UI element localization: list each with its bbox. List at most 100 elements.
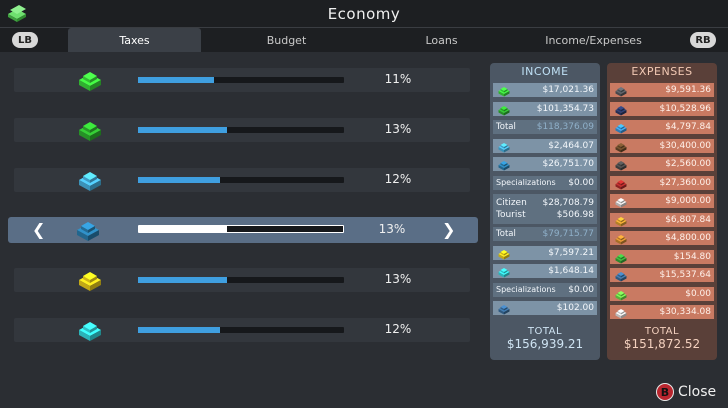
income-row: $17,021.36 — [493, 83, 597, 97]
tax-row[interactable]: 13% — [14, 268, 470, 292]
income-row-value: $118,376.09 — [536, 122, 594, 132]
tab-taxes[interactable]: Taxes — [68, 28, 201, 52]
tax-rate-value: 12% — [384, 322, 412, 336]
tax-rate-fill — [139, 226, 228, 232]
residential-high-icon-graphic — [498, 105, 510, 115]
commercial-low-icon-graphic — [498, 142, 510, 152]
income-row-value: $0.00 — [568, 177, 594, 188]
income-row: $26,751.70 — [493, 157, 597, 171]
office-icon — [76, 316, 104, 344]
tab-income-expenses[interactable]: Income/Expenses — [545, 33, 642, 47]
industrial-icon — [76, 266, 104, 294]
income-row-value: $0.00 — [568, 284, 594, 295]
income-row: $102.00 — [493, 301, 597, 315]
income-row-value: $17,021.36 — [542, 85, 594, 95]
money-icon — [8, 5, 26, 22]
income-row: Total $79,715.77 — [493, 227, 597, 241]
roads-icon — [614, 84, 628, 97]
income-row: Total $118,376.09 — [493, 120, 597, 134]
tab-budget[interactable]: Budget — [266, 33, 307, 47]
expenses-row: $4,797.84 — [610, 120, 714, 134]
income-value1: $28,708.79 — [542, 198, 594, 208]
income-row: $2,464.07 — [493, 138, 597, 153]
tax-rate-value: 11% — [384, 72, 412, 86]
office-icon-graphic — [498, 268, 510, 278]
residential-high-icon-graphic — [79, 122, 101, 141]
tax-rate-slider[interactable] — [138, 127, 344, 133]
expenses-row-value: $27,360.00 — [659, 177, 711, 188]
income-row: Specializations $0.00 — [493, 175, 597, 190]
increase-arrow-icon[interactable]: ❯ — [442, 220, 456, 239]
commercial-low-icon-graphic — [79, 172, 101, 191]
industrial-icon-graphic — [498, 249, 510, 259]
expenses-row-value: $154.80 — [673, 251, 711, 262]
close-button[interactable]: B Close — [656, 382, 716, 402]
public-transport-icon-graphic — [615, 272, 627, 282]
policies-icon-graphic — [615, 309, 627, 319]
income-row: $101,354.73 — [493, 101, 597, 116]
income-total-label: TOTAL — [527, 326, 563, 337]
lb-shoulder-button[interactable]: LB — [12, 32, 38, 48]
fire-icon — [614, 177, 628, 189]
tab-loans[interactable]: Loans — [425, 33, 458, 47]
expenses-row: $9,591.36 — [610, 83, 714, 97]
expenses-row-value: $30,334.08 — [659, 307, 711, 317]
industrial-icon — [497, 247, 511, 259]
income-row-value: $7,597.21 — [548, 247, 594, 258]
expenses-row-value: $9,000.00 — [665, 196, 711, 206]
office-icon-graphic — [79, 322, 101, 341]
income-row-value: $26,751.70 — [542, 159, 594, 169]
commercial-low-icon — [76, 166, 104, 194]
police-icon-graphic — [615, 216, 627, 226]
tax-rate-slider[interactable] — [138, 177, 344, 183]
decrease-arrow-icon[interactable]: ❮ — [32, 220, 46, 239]
income-total-value: $156,939.21 — [506, 337, 584, 351]
tax-row[interactable]: 12% — [14, 318, 470, 342]
tax-rate-fill — [138, 127, 228, 133]
tax-rate-value: 13% — [384, 272, 412, 286]
roads-icon-graphic — [615, 87, 627, 97]
healthcare-icon — [614, 158, 628, 171]
expenses-row: $27,360.00 — [610, 175, 714, 190]
garbage-icon — [614, 140, 628, 152]
income-value2: $506.98 — [556, 210, 594, 220]
b-button-icon: B — [656, 383, 674, 401]
tax-row[interactable]: 13% ❮ ❯ — [8, 217, 478, 243]
income-row-value: $101,354.73 — [536, 103, 594, 114]
residential-low-icon — [76, 66, 104, 94]
expenses-row: $154.80 — [610, 249, 714, 264]
income-row-value: $79,715.77 — [542, 229, 594, 239]
expenses-row-value: $30,400.00 — [659, 140, 711, 151]
tax-row[interactable]: 12% — [14, 168, 470, 192]
tax-rate-slider[interactable] — [138, 327, 344, 333]
tax-rate-slider[interactable] — [138, 277, 344, 283]
expenses-row-value: $4,797.84 — [665, 122, 711, 132]
districts-icon — [614, 288, 628, 300]
rb-shoulder-button[interactable]: RB — [690, 32, 716, 48]
tax-row[interactable]: 13% — [14, 118, 470, 142]
income-panel: INCOME $17,021.36 $101,354.73 Total $118,37… — [490, 63, 600, 360]
tax-row[interactable]: 11% — [14, 68, 470, 92]
income-row-value: $2,464.07 — [548, 140, 594, 151]
monuments-icon — [614, 251, 628, 263]
tax-rate-slider[interactable] — [138, 225, 344, 233]
expenses-row-value: $4,800.00 — [665, 233, 711, 243]
income-label2: Tourist — [496, 210, 526, 220]
tax-rate-value: 13% — [378, 222, 406, 236]
monuments-icon-graphic — [615, 253, 627, 263]
expenses-row-value: $10,528.96 — [659, 103, 711, 114]
income-label1: Citizen — [496, 198, 527, 208]
public-transport-icon-graphic — [498, 305, 510, 315]
industrial-icon-graphic — [79, 272, 101, 291]
education-icon-graphic — [615, 198, 627, 208]
parks-icon — [614, 232, 628, 245]
expenses-row: $6,807.84 — [610, 212, 714, 227]
commercial-high-icon-graphic — [77, 222, 99, 241]
residential-low-icon-graphic — [79, 72, 101, 91]
tax-rate-slider[interactable] — [138, 77, 344, 83]
tax-rate-fill — [138, 177, 221, 183]
tab-bar: LB Taxes Budget Loans Income/Expenses RB — [0, 28, 728, 52]
income-row: $7,597.21 — [493, 245, 597, 260]
residential-high-icon — [497, 103, 511, 115]
expenses-total-value: $151,872.52 — [623, 337, 701, 351]
